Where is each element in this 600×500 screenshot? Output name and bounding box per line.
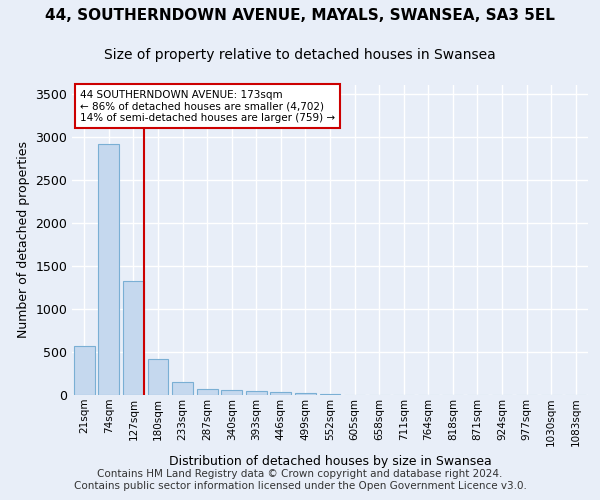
Bar [271, 392, 292, 395]
Y-axis label: Number of detached properties: Number of detached properties [17, 142, 30, 338]
Bar [74, 346, 95, 395]
Bar [123, 282, 144, 395]
Text: Contains HM Land Registry data © Crown copyright and database right 2024.
Contai: Contains HM Land Registry data © Crown c… [74, 469, 526, 491]
X-axis label: Distribution of detached houses by size in Swansea: Distribution of detached houses by size … [169, 454, 491, 468]
Bar [98, 144, 119, 395]
Bar [148, 360, 169, 395]
Bar [246, 390, 267, 395]
Text: 44, SOUTHERNDOWN AVENUE, MAYALS, SWANSEA, SA3 5EL: 44, SOUTHERNDOWN AVENUE, MAYALS, SWANSEA… [45, 8, 555, 22]
Bar [197, 388, 218, 395]
Bar [320, 394, 340, 395]
Text: 44 SOUTHERNDOWN AVENUE: 173sqm
← 86% of detached houses are smaller (4,702)
14% : 44 SOUTHERNDOWN AVENUE: 173sqm ← 86% of … [80, 90, 335, 123]
Bar [172, 382, 193, 395]
Bar [295, 394, 316, 395]
Text: Size of property relative to detached houses in Swansea: Size of property relative to detached ho… [104, 48, 496, 62]
Bar [221, 390, 242, 395]
